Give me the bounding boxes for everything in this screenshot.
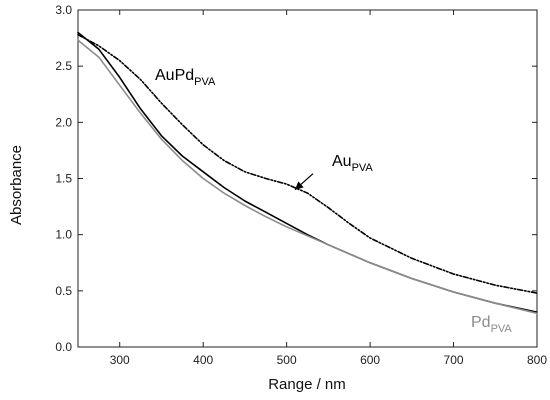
- y-axis-title: Absorbance: [8, 145, 25, 225]
- annotation-au-sub: PVA: [352, 162, 374, 174]
- series-line-aupd: [77, 31, 538, 314]
- series-line-pd: [77, 39, 538, 315]
- annotation-pd-main: Pd: [471, 314, 491, 331]
- annotation-pd: PdPVA: [471, 314, 512, 335]
- y-tick-label: 2.0: [55, 115, 72, 129]
- annotation-pd-sub: PVA: [491, 323, 513, 335]
- y-tick-label: 0.5: [55, 284, 72, 298]
- annotation-au: AuPVA: [332, 153, 373, 174]
- x-tick-label: 700: [444, 353, 464, 367]
- y-tick-label: 2.5: [55, 59, 72, 73]
- y-tick-label: 1.5: [55, 172, 72, 186]
- y-tick-label: 1.0: [55, 228, 72, 242]
- y-tick-label: 3.0: [55, 3, 72, 17]
- annotation-aupd-main: AuPd: [155, 67, 194, 84]
- series-layer: [77, 31, 538, 315]
- x-axis-title: Range / nm: [268, 376, 346, 393]
- annotation-layer: AuPdPVA AuPVA PdPVA: [155, 67, 512, 335]
- annotation-aupd: AuPdPVA: [155, 67, 216, 88]
- x-axis-ticks: 300 400 500 600 700 800: [110, 10, 547, 367]
- x-tick-label: 500: [277, 353, 297, 367]
- series-line-au: [77, 33, 538, 294]
- x-tick-label: 800: [527, 353, 547, 367]
- annotation-au-main: Au: [332, 153, 352, 170]
- y-tick-label: 0.0: [55, 340, 72, 354]
- annotation-aupd-sub: PVA: [194, 76, 216, 88]
- y-axis-ticks: 0.0 0.5 1.0 1.5 2.0 2.5 3.0: [55, 3, 537, 354]
- annotation-au-arrow-head: [294, 181, 304, 190]
- x-tick-label: 600: [360, 353, 380, 367]
- x-tick-label: 400: [193, 353, 213, 367]
- x-tick-label: 300: [110, 353, 130, 367]
